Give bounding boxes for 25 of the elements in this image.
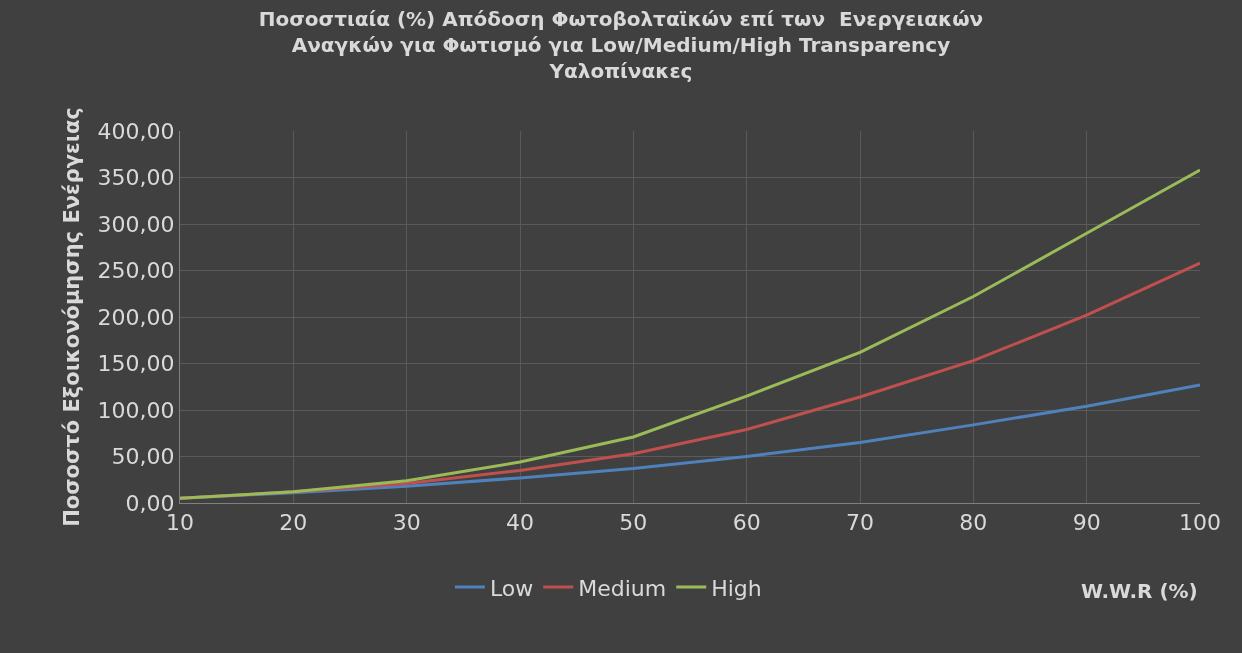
line-series [180, 168, 1200, 500]
x-tick-label: 60 [732, 510, 761, 536]
x-tick-label: 50 [619, 510, 648, 536]
x-tick-label: 30 [392, 510, 421, 536]
x-tick-label: 40 [506, 510, 534, 536]
chart-title: Ποσοστιαία (%) Απόδοση Φωτοβολταϊκών επί των Ενεργειακών Αναγκών για Φωτισμό για Low/Medium/High Transparency Υαλοπίνακες [258, 7, 984, 84]
x-tick-label: 80 [959, 510, 988, 536]
y-tick-label: 300,00 [97, 211, 175, 237]
y-tick-label: 100,00 [97, 397, 175, 423]
y-tick-label: 50,00 [111, 444, 175, 470]
legend-label: Medium [578, 575, 667, 601]
y-tick-label: 350,00 [97, 165, 175, 191]
x-tick-label: 10 [166, 510, 194, 536]
y-tick-label: 150,00 [97, 351, 175, 377]
x-tick-label: 70 [846, 510, 874, 536]
y-tick-label: 200,00 [97, 304, 175, 330]
x-tick-label: 100 [1179, 510, 1221, 536]
y-axis-title: Ποσοστό Εξοικονόμησης Ενέργειας [59, 107, 84, 527]
x-tick-label: 20 [279, 510, 308, 536]
y-tick-label: 250,00 [97, 258, 175, 284]
x-tick-label: 90 [1072, 510, 1101, 536]
x-axis-title: W.W.R (%) [1081, 579, 1198, 603]
legend-label: High [711, 575, 762, 601]
legend-label: Low [489, 575, 534, 601]
y-tick-label: 400,00 [97, 118, 175, 144]
